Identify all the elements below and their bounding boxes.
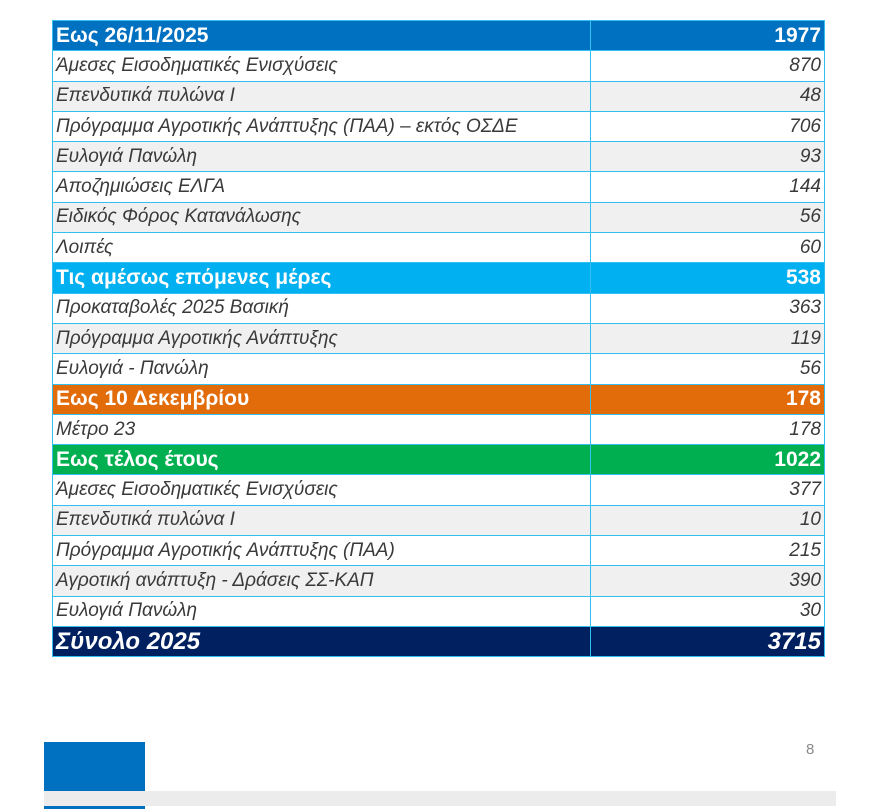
row-value: 144 bbox=[590, 171, 825, 203]
row-value: 56 bbox=[590, 201, 825, 234]
table-row: Επενδυτικά πυλώνα Ι 48 bbox=[52, 80, 825, 112]
row-label: Άμεσες Εισοδηματικές Ενισχύσεις bbox=[52, 50, 591, 82]
table-row: Λοιπές 60 bbox=[52, 232, 825, 264]
row-label: Εως τέλος έτους bbox=[52, 444, 591, 476]
section-header: Τις αμέσως επόμενες μέρες 538 bbox=[52, 262, 825, 294]
footer-gray-strip bbox=[44, 791, 836, 806]
table-row: Άμεσες Εισοδηματικές Ενισχύσεις 870 bbox=[52, 50, 825, 82]
row-label: Εως 26/11/2025 bbox=[52, 19, 591, 52]
table-row: Πρόγραμμα Αγροτικής Ανάπτυξης (ΠΑΑ) – εκ… bbox=[52, 110, 825, 143]
table-row: Αποζημιώσεις ΕΛΓΑ 144 bbox=[52, 171, 825, 203]
footer-blue-block-lower bbox=[44, 806, 145, 809]
table-row: Ειδικός Φόρος Κατανάλωσης 56 bbox=[52, 201, 825, 234]
page-number: 8 bbox=[806, 741, 815, 758]
row-label: Μέτρο 23 bbox=[52, 413, 591, 446]
row-label: Αγροτική ανάπτυξη - Δράσεις ΣΣ-ΚΑΠ bbox=[52, 565, 591, 597]
section-header: Εως 10 Δεκεμβρίου 178 bbox=[52, 383, 825, 415]
table-row: Άμεσες Εισοδηματικές Ενισχύσεις 377 bbox=[52, 474, 825, 506]
table-row: Προκαταβολές 2025 Βασική 363 bbox=[52, 292, 825, 324]
row-value: 10 bbox=[590, 504, 825, 537]
row-label: Εως 10 Δεκεμβρίου bbox=[52, 383, 591, 415]
row-value: 1022 bbox=[590, 444, 825, 476]
section-header: Εως τέλος έτους 1022 bbox=[52, 444, 825, 476]
row-value: 538 bbox=[590, 262, 825, 294]
row-label: Πρόγραμμα Αγροτικής Ανάπτυξης (ΠΑΑ) – εκ… bbox=[52, 110, 591, 143]
row-label: Ευλογιά - Πανώλη bbox=[52, 353, 591, 385]
row-value: 93 bbox=[590, 141, 825, 173]
row-label: Σύνολο 2025 bbox=[52, 625, 591, 658]
row-label: Προκαταβολές 2025 Βασική bbox=[52, 292, 591, 324]
row-label: Αποζημιώσεις ΕΛΓΑ bbox=[52, 171, 591, 203]
row-value: 30 bbox=[590, 595, 825, 627]
table-row: Ευλογιά Πανώλη 93 bbox=[52, 141, 825, 173]
table-row: Μέτρο 23 178 bbox=[52, 413, 825, 446]
row-value: 1977 bbox=[590, 19, 825, 52]
row-value: 870 bbox=[590, 50, 825, 82]
table-row: Ευλογιά - Πανώλη 56 bbox=[52, 353, 825, 385]
row-value: 178 bbox=[590, 383, 825, 415]
row-value: 178 bbox=[590, 413, 825, 446]
row-value: 363 bbox=[590, 292, 825, 324]
row-label: Τις αμέσως επόμενες μέρες bbox=[52, 262, 591, 294]
row-value: 3715 bbox=[590, 625, 825, 658]
table-row: Ευλογιά Πανώλη 30 bbox=[52, 595, 825, 627]
row-label: Άμεσες Εισοδηματικές Ενισχύσεις bbox=[52, 474, 591, 506]
table-row: Πρόγραμμα Αγροτικής Ανάπτυξης 119 bbox=[52, 322, 825, 355]
row-value: 390 bbox=[590, 565, 825, 597]
row-label: Ευλογιά Πανώλη bbox=[52, 595, 591, 627]
row-value: 60 bbox=[590, 232, 825, 264]
table-row: Αγροτική ανάπτυξη - Δράσεις ΣΣ-ΚΑΠ 390 bbox=[52, 565, 825, 597]
row-label: Πρόγραμμα Αγροτικής Ανάπτυξης bbox=[52, 322, 591, 355]
row-value: 56 bbox=[590, 353, 825, 385]
section-header: Εως 26/11/2025 1977 bbox=[52, 19, 825, 52]
footer-blue-block bbox=[44, 742, 145, 791]
row-value: 215 bbox=[590, 535, 825, 567]
row-label: Επενδυτικά πυλώνα Ι bbox=[52, 504, 591, 537]
row-label: Ειδικός Φόρος Κατανάλωσης bbox=[52, 201, 591, 234]
table-row: Πρόγραμμα Αγροτικής Ανάπτυξης (ΠΑΑ) 215 bbox=[52, 535, 825, 567]
row-value: 706 bbox=[590, 110, 825, 143]
payments-table: Εως 26/11/2025 1977 Άμεσες Εισοδηματικές Ε… bbox=[52, 19, 825, 658]
grand-total-row: Σύνολο 2025 3715 bbox=[52, 625, 825, 658]
row-label: Ευλογιά Πανώλη bbox=[52, 141, 591, 173]
row-value: 119 bbox=[590, 322, 825, 355]
row-label: Λοιπές bbox=[52, 232, 591, 264]
row-label: Πρόγραμμα Αγροτικής Ανάπτυξης (ΠΑΑ) bbox=[52, 535, 591, 567]
row-value: 48 bbox=[590, 80, 825, 112]
row-value: 377 bbox=[590, 474, 825, 506]
row-label: Επενδυτικά πυλώνα Ι bbox=[52, 80, 591, 112]
table-row: Επενδυτικά πυλώνα Ι 10 bbox=[52, 504, 825, 537]
